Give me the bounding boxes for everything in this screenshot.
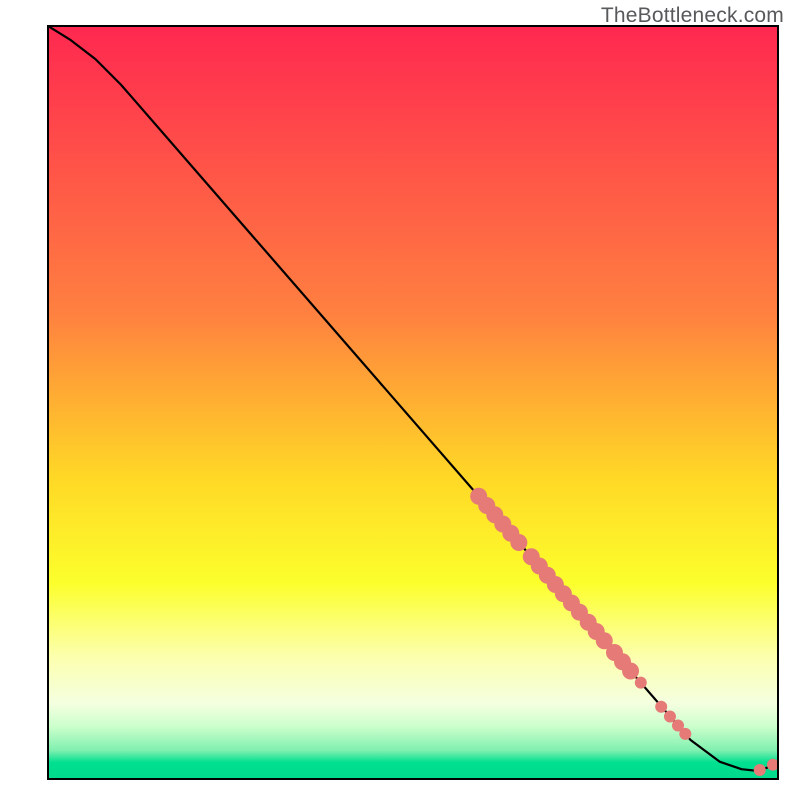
data-point bbox=[635, 677, 647, 689]
gradient-background bbox=[48, 26, 778, 779]
data-point bbox=[754, 764, 766, 776]
chart-svg bbox=[0, 0, 800, 800]
watermark-text: TheBottleneck.com bbox=[601, 4, 784, 28]
data-point bbox=[510, 534, 527, 551]
data-point bbox=[622, 662, 639, 679]
data-point bbox=[655, 701, 667, 713]
data-point bbox=[679, 728, 691, 740]
chart-frame: TheBottleneck.com bbox=[0, 0, 800, 800]
data-point bbox=[664, 711, 676, 723]
